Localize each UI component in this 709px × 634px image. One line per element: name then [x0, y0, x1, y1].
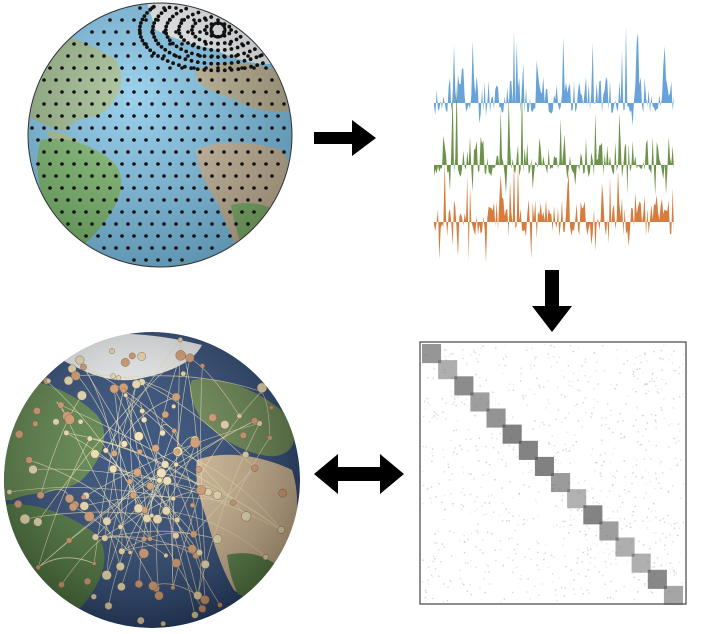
globe-shading — [4, 332, 300, 628]
globe-network-icon — [4, 332, 300, 628]
block-diagonal-matrix-icon — [419, 341, 687, 605]
correlation-matrix-panel — [418, 340, 688, 610]
network-globe-panel — [2, 320, 302, 632]
arrow-down-icon — [530, 268, 574, 334]
globe-with-grid-points-icon — [27, 2, 293, 268]
time-series-panel — [430, 0, 678, 270]
stacked-time-series-icon — [434, 25, 674, 264]
grid-points — [30, 4, 286, 262]
matrix-diagonal-blocks — [422, 344, 683, 605]
time-series-traces — [434, 25, 674, 264]
arrow-right-icon — [312, 118, 378, 158]
globe-outline — [27, 2, 293, 268]
globe-shading — [28, 3, 292, 267]
globe-grid-panel — [26, 0, 294, 270]
arrow-left-right-icon — [312, 452, 406, 496]
